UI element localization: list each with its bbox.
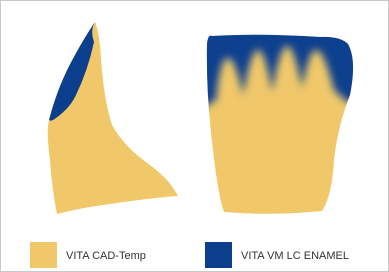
legend-label: VITA CAD-Temp: [66, 250, 146, 262]
page: VITA CAD-Temp VITA VM LC ENAMEL (() => {…: [0, 0, 389, 272]
legend-label: VITA VM LC ENAMEL: [241, 250, 349, 262]
legend-swatch: [30, 242, 57, 268]
legend-swatch: [205, 242, 232, 268]
diagram: VITA CAD-Temp VITA VM LC ENAMEL: [0, 0, 389, 272]
